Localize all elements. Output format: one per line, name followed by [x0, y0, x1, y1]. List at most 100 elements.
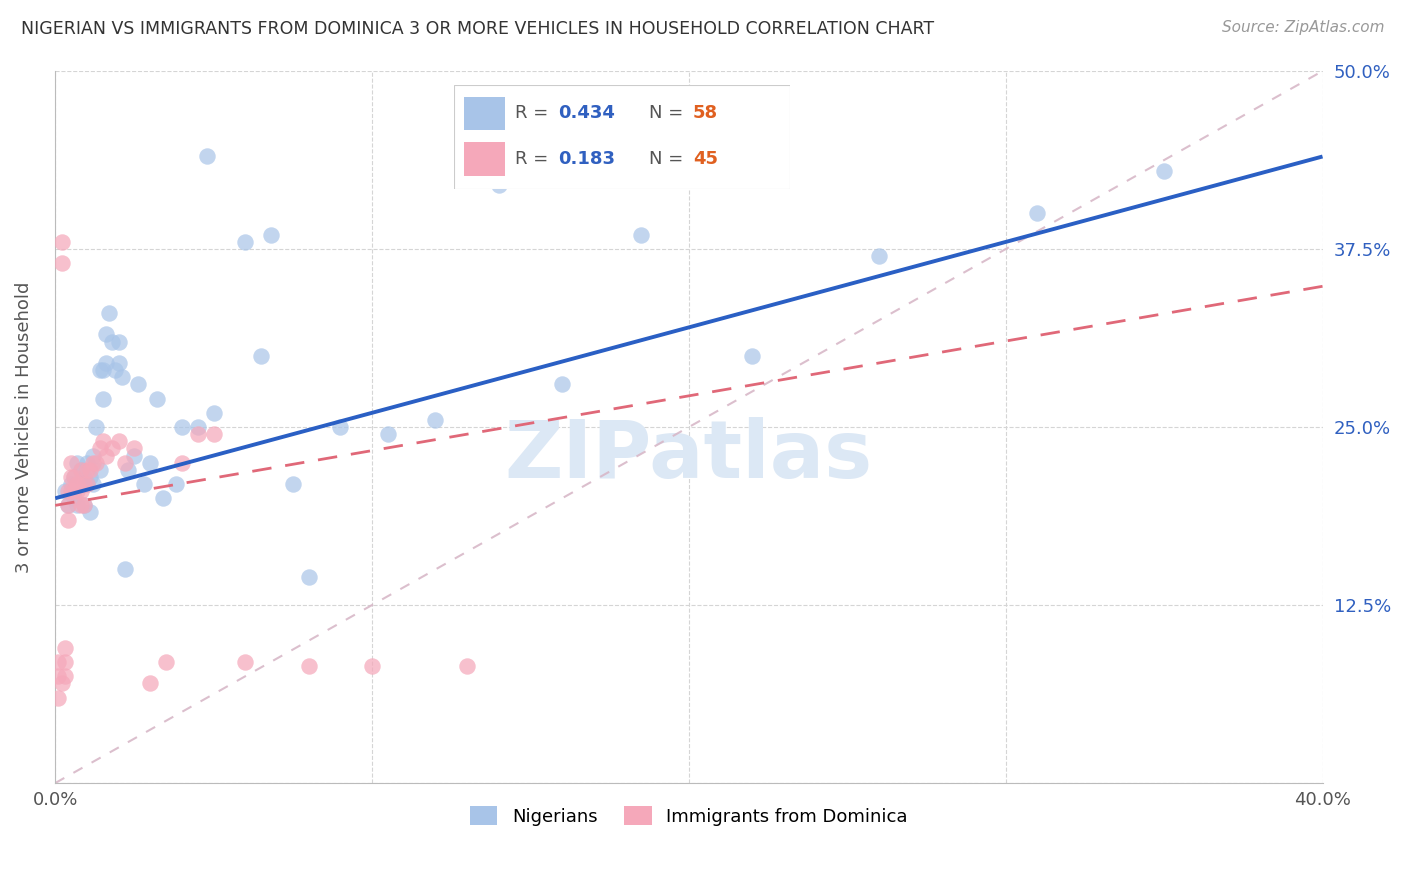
Point	[69, 499, 91, 513]
Point	[69, 463, 91, 477]
Point	[139, 676, 162, 690]
Point	[76, 456, 98, 470]
Point	[127, 377, 149, 392]
Point	[260, 227, 283, 242]
Point	[48, 655, 70, 669]
Point	[165, 477, 187, 491]
Point	[69, 463, 91, 477]
Point	[63, 491, 86, 506]
Point	[107, 334, 129, 349]
Point	[86, 456, 108, 470]
Point	[63, 470, 86, 484]
Point	[73, 477, 96, 491]
Point	[89, 463, 111, 477]
Point	[104, 363, 127, 377]
Point	[1026, 206, 1049, 220]
Point	[155, 655, 177, 669]
Text: ZIPatlas: ZIPatlas	[505, 417, 873, 494]
Point	[82, 456, 104, 470]
Point	[66, 499, 89, 513]
Point	[89, 442, 111, 456]
Point	[94, 356, 117, 370]
Point	[94, 449, 117, 463]
Point	[66, 484, 89, 499]
Point	[868, 249, 890, 263]
Point	[53, 484, 76, 499]
Point	[111, 370, 134, 384]
Point	[233, 235, 256, 249]
Point	[202, 406, 225, 420]
Point	[60, 484, 83, 499]
Point	[250, 349, 273, 363]
Point	[361, 659, 384, 673]
Point	[63, 484, 86, 499]
Point	[94, 327, 117, 342]
Point	[187, 427, 209, 442]
Point	[202, 427, 225, 442]
Point	[79, 463, 101, 477]
Point	[76, 463, 98, 477]
Point	[89, 363, 111, 377]
Point	[139, 456, 162, 470]
Text: NIGERIAN VS IMMIGRANTS FROM DOMINICA 3 OR MORE VEHICLES IN HOUSEHOLD CORRELATION: NIGERIAN VS IMMIGRANTS FROM DOMINICA 3 O…	[21, 20, 934, 37]
Point	[114, 562, 136, 576]
Point	[51, 256, 73, 270]
Point	[425, 413, 447, 427]
Point	[53, 655, 76, 669]
Point	[60, 470, 83, 484]
Point	[51, 235, 73, 249]
Point	[107, 356, 129, 370]
Point	[56, 499, 79, 513]
Point	[145, 392, 167, 406]
Point	[195, 149, 218, 163]
Point	[82, 477, 104, 491]
Y-axis label: 3 or more Vehicles in Household: 3 or more Vehicles in Household	[15, 281, 32, 573]
Point	[91, 392, 114, 406]
Point	[329, 420, 352, 434]
Point	[56, 484, 79, 499]
Point	[152, 491, 174, 506]
Point	[107, 434, 129, 449]
Point	[48, 690, 70, 705]
Point	[298, 659, 321, 673]
Point	[63, 470, 86, 484]
Point	[66, 477, 89, 491]
Point	[91, 434, 114, 449]
Point	[187, 420, 209, 434]
Point	[51, 676, 73, 690]
Point	[117, 463, 139, 477]
Point	[233, 655, 256, 669]
Point	[101, 334, 124, 349]
Point	[69, 477, 91, 491]
Point	[377, 427, 399, 442]
Point	[1153, 163, 1175, 178]
Point	[69, 484, 91, 499]
Point	[551, 377, 574, 392]
Point	[76, 477, 98, 491]
Legend: Nigerians, Immigrants from Dominica: Nigerians, Immigrants from Dominica	[461, 797, 917, 835]
Point	[124, 442, 146, 456]
Point	[60, 477, 83, 491]
Point	[48, 669, 70, 683]
Point	[60, 456, 83, 470]
Point	[56, 499, 79, 513]
Point	[73, 470, 96, 484]
Point	[73, 499, 96, 513]
Point	[298, 569, 321, 583]
Point	[91, 363, 114, 377]
Point	[456, 659, 478, 673]
Text: Source: ZipAtlas.com: Source: ZipAtlas.com	[1222, 20, 1385, 35]
Point	[114, 456, 136, 470]
Point	[53, 640, 76, 655]
Point	[741, 349, 763, 363]
Point	[488, 178, 510, 192]
Point	[76, 477, 98, 491]
Point	[124, 449, 146, 463]
Point	[86, 420, 108, 434]
Point	[132, 477, 155, 491]
Point	[170, 420, 193, 434]
Point	[101, 442, 124, 456]
Point	[630, 227, 652, 242]
Point	[56, 513, 79, 527]
Point	[53, 669, 76, 683]
